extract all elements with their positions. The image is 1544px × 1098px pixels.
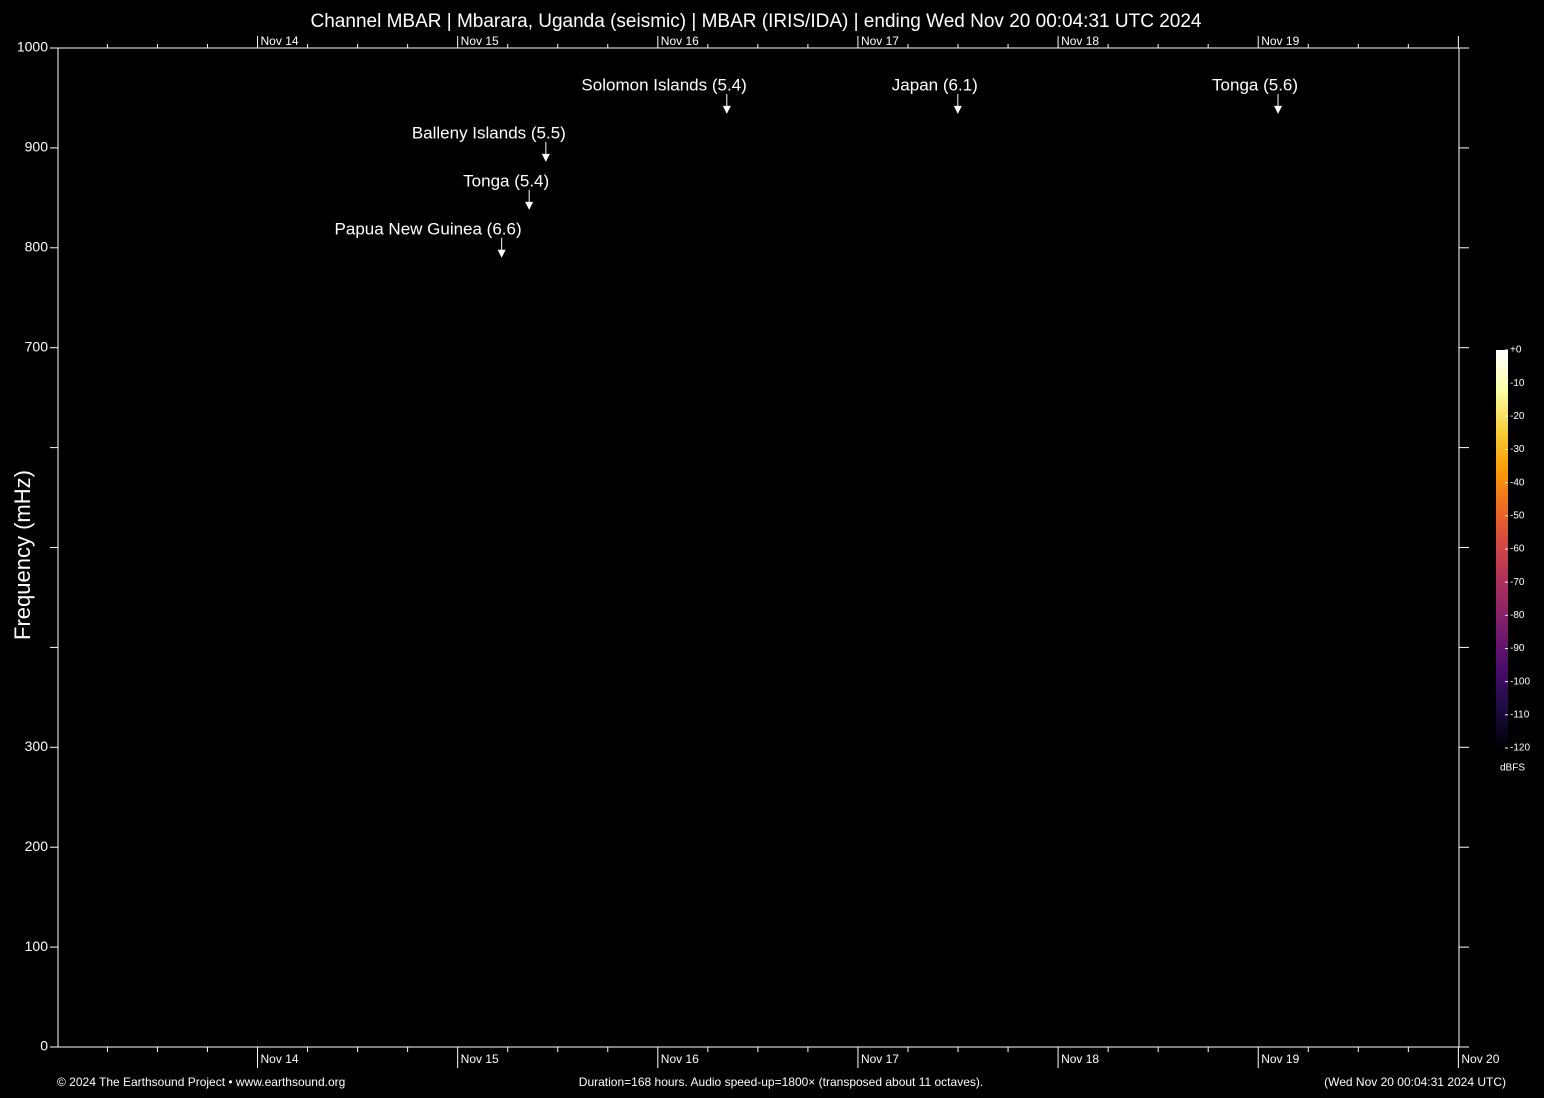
plot-area — [57, 47, 1460, 1048]
x-tick-label-top: Nov 16 — [661, 34, 699, 48]
annotation-arrow-head — [497, 249, 506, 258]
y-tick-label: 200 — [25, 838, 49, 854]
y-tick-label: 700 — [25, 338, 49, 354]
colorbar-label: dBFS — [1500, 763, 1525, 774]
annotation-label: Tonga (5.4) — [463, 171, 549, 190]
annotation-arrow-head — [722, 105, 731, 114]
x-tick-label: Nov 17 — [861, 1052, 899, 1066]
x-tick-label: Nov 18 — [1061, 1052, 1099, 1066]
x-tick-label: Nov 16 — [661, 1052, 699, 1066]
x-tick-label-top: Nov 15 — [461, 34, 499, 48]
colorbar-tick-label: -110 — [1510, 709, 1530, 720]
footer-right: (Wed Nov 20 00:04:31 2024 UTC) — [1324, 1075, 1506, 1089]
colorbar-tick-label: -70 — [1510, 577, 1525, 588]
y-tick-label: 0 — [40, 1038, 48, 1054]
annotation-arrow-head — [1274, 105, 1283, 114]
y-axis-label: Frequency (mHz) — [10, 470, 35, 640]
colorbar-tick-label: -30 — [1510, 444, 1525, 455]
annotation-label: Balleny Islands (5.5) — [412, 123, 566, 142]
x-tick-label-top: Nov 18 — [1061, 34, 1099, 48]
colorbar-tick-label: +0 — [1510, 345, 1522, 356]
x-tick-label-top: Nov 17 — [861, 34, 899, 48]
annotation-label: Solomon Islands (5.4) — [581, 75, 746, 94]
colorbar-tick-label: -100 — [1510, 676, 1530, 687]
x-tick-label-top: Nov 19 — [1261, 34, 1299, 48]
x-tick-label: Nov 20 — [1461, 1052, 1499, 1066]
footer-left: © 2024 The Earthsound Project • www.eart… — [57, 1075, 345, 1089]
colorbar-tick-label: -50 — [1510, 510, 1525, 521]
colorbar-tick-label: -60 — [1510, 544, 1525, 555]
y-tick-label: 1000 — [17, 39, 48, 55]
y-tick-label: 900 — [25, 139, 49, 155]
x-tick-label-top: Nov 14 — [261, 34, 299, 48]
colorbar-tick-label: -90 — [1510, 643, 1525, 654]
colorbar-tick-label: -20 — [1510, 411, 1525, 422]
x-tick-label: Nov 14 — [261, 1052, 299, 1066]
colorbar-tick-label: -10 — [1510, 378, 1525, 389]
annotation-label: Tonga (5.6) — [1212, 75, 1298, 94]
colorbar-tick-label: -120 — [1510, 743, 1530, 754]
annotation-arrow-head — [541, 153, 550, 162]
annotation-label: Japan (6.1) — [892, 75, 978, 94]
y-tick-label: 300 — [25, 738, 49, 754]
annotation-arrow-head — [525, 201, 534, 210]
colorbar-tick-label: -40 — [1510, 477, 1525, 488]
y-tick-label: 800 — [25, 239, 49, 255]
x-tick-label: Nov 19 — [1261, 1052, 1299, 1066]
chart-title: Channel MBAR | Mbarara, Uganda (seismic)… — [311, 11, 1202, 32]
annotation-arrow-head — [953, 105, 962, 114]
colorbar-tick-label: -80 — [1510, 610, 1525, 621]
footer-center: Duration=168 hours. Audio speed-up=1800×… — [579, 1075, 983, 1089]
annotation-label: Papua New Guinea (6.6) — [335, 219, 522, 238]
y-tick-label: 100 — [25, 938, 49, 954]
x-tick-label: Nov 15 — [461, 1052, 499, 1066]
